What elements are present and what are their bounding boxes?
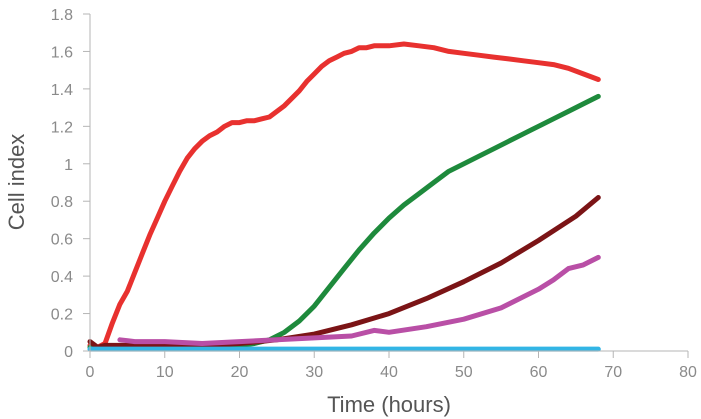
y-tick-label: 0 <box>64 344 73 361</box>
x-tick-label: 40 <box>380 364 398 381</box>
y-axis-title: Cell index <box>4 134 29 231</box>
series-line-2 <box>87 93 601 350</box>
y-tick-label: 0.6 <box>51 232 73 249</box>
series-line-4 <box>117 254 601 346</box>
x-tick-label: 80 <box>679 364 697 381</box>
y-tick-label: 1.2 <box>51 119 73 136</box>
y-tick-label: 1 <box>64 157 73 174</box>
x-tick-label: 10 <box>156 364 174 381</box>
ticks-layer: 0 10 20 30 40 50 60 70 80 0 0.2 0.4 0.6 0.8 1 1.2 1.4 1.6… <box>51 7 697 381</box>
x-tick-label: 50 <box>455 364 473 381</box>
series-layer <box>87 41 601 352</box>
y-tick-label: 1.8 <box>51 7 73 24</box>
axes-layer <box>89 14 688 352</box>
x-tick-label: 60 <box>530 364 548 381</box>
x-tick-label: 30 <box>305 364 323 381</box>
series-line-1 <box>87 41 601 350</box>
y-tick-label: 0.2 <box>51 307 73 324</box>
y-tick-label: 0.8 <box>51 194 73 211</box>
y-tick-label: 1.4 <box>51 82 73 99</box>
series-line-3 <box>87 195 601 350</box>
y-tick-label: 1.6 <box>51 44 73 61</box>
x-axis-title: Time (hours) <box>327 392 451 417</box>
y-tick-label: 0.4 <box>51 269 73 286</box>
x-tick-label: 20 <box>231 364 249 381</box>
x-tick-label: 0 <box>86 364 95 381</box>
x-tick-label: 70 <box>604 364 622 381</box>
